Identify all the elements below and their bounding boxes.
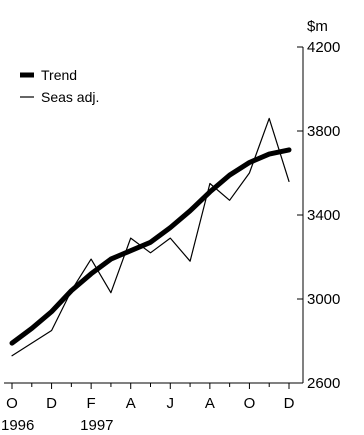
y-tick-label: 3400 [307,207,340,224]
y-tick-label: 3000 [307,291,340,308]
year-label: 1997 [80,417,113,434]
trend-series-line [9,147,292,346]
x-tick-label: A [126,395,136,412]
seas-adj-series-line [11,117,290,357]
legend-label: Trend [41,67,77,83]
legend: Trend Seas adj. [20,67,99,105]
series-lines [9,117,292,357]
x-tick-label: J [167,395,175,412]
x-tick-label: D [46,395,57,412]
y-tick-label: 4200 [307,39,340,56]
axes: $m 4200 3800 3400 3000 2600 O D F A J A O D 1996 1997 [1,18,340,434]
x-tick-label: A [205,395,215,412]
y-tick-label: 3800 [307,123,340,140]
x-tick-label: O [6,395,18,412]
year-label: 1996 [1,417,34,434]
x-tick-label: O [244,395,256,412]
x-tick-label: D [284,395,295,412]
y-tick-label: 2600 [307,375,340,392]
x-tick-label: F [87,395,96,412]
y-axis-unit-label: $m [307,18,328,35]
legend-label: Seas adj. [41,89,99,105]
